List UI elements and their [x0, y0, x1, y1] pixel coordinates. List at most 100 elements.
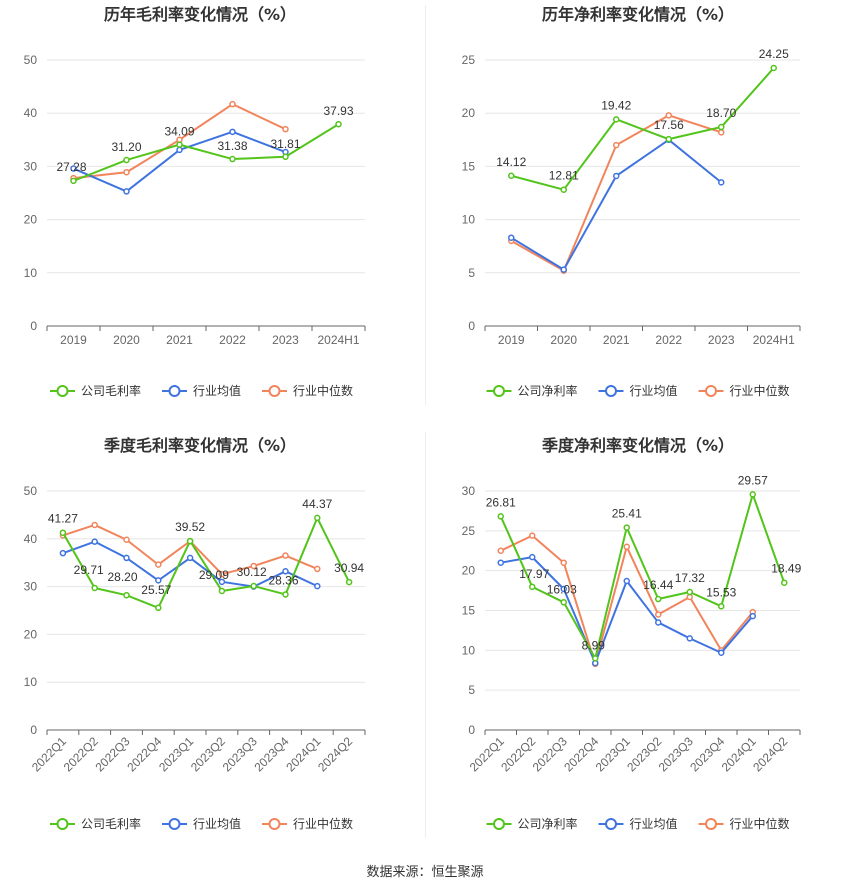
data-point-avg: [218, 578, 226, 586]
y-tick-label: 0: [468, 723, 475, 737]
x-tick-label: 2022: [655, 333, 682, 347]
legend-swatch-marker: [268, 818, 281, 830]
data-point-median: [250, 562, 257, 570]
data-point-median: [613, 141, 620, 149]
legend-label: 行业中位数: [730, 383, 790, 398]
chart-title: 季度毛利率变化情况（%）: [103, 436, 296, 455]
data-label: 31.20: [111, 140, 141, 154]
data-point-avg: [282, 568, 289, 575]
legend-label: 公司净利率: [518, 383, 578, 398]
data-point-company: [282, 153, 289, 161]
data-label: 17.97: [519, 567, 549, 581]
data-label: 41.27: [48, 512, 78, 526]
y-tick-label: 20: [462, 106, 476, 120]
data-label: 14.12: [496, 155, 526, 169]
x-tick-label: 2024Q2: [750, 734, 790, 774]
legend-label: 行业均值: [193, 816, 241, 831]
legend-label: 行业中位数: [293, 816, 353, 831]
data-label: 30.94: [334, 561, 364, 575]
data-point-avg: [70, 165, 77, 172]
data-point-company: [749, 491, 756, 498]
y-tick-label: 25: [462, 53, 476, 67]
y-tick-label: 30: [24, 159, 38, 173]
data-point-company: [250, 582, 257, 590]
data-point-company: [218, 587, 226, 595]
legend-swatch-marker: [705, 385, 717, 397]
y-tick-label: 0: [30, 319, 37, 333]
data-point-avg: [314, 582, 321, 590]
legend-swatch-marker: [268, 385, 281, 397]
data-point-avg: [508, 234, 515, 241]
legend-swatch-marker: [56, 385, 69, 397]
data-point-company: [613, 116, 620, 123]
legend-label: 行业均值: [630, 383, 678, 398]
data-point-median: [623, 543, 630, 551]
data-point-avg: [560, 266, 567, 273]
data-point-median: [529, 532, 536, 539]
y-tick-label: 30: [462, 484, 476, 498]
data-label: 8.99: [582, 638, 606, 652]
data-label: 17.56: [654, 118, 684, 132]
x-tick-label: 2024Q2: [315, 734, 355, 774]
y-tick-label: 10: [462, 213, 476, 227]
data-label: 29.71: [74, 563, 104, 577]
y-tick-label: 20: [24, 627, 38, 641]
data-label: 18.70: [706, 106, 736, 120]
y-tick-label: 5: [468, 266, 475, 280]
data-label: 29.09: [199, 568, 229, 582]
legend-label: 公司净利率: [518, 816, 578, 831]
data-point-median: [123, 536, 130, 544]
legend-swatch-marker: [605, 385, 617, 397]
data-point-median: [282, 125, 289, 133]
data-point-avg: [186, 554, 194, 562]
legend-swatch-marker: [605, 818, 617, 830]
data-point-company: [59, 529, 67, 536]
data-point-median: [218, 570, 226, 578]
data-label: 28.36: [268, 573, 298, 587]
x-tick-label: 2024H1: [317, 333, 359, 347]
data-point-median: [665, 112, 672, 119]
data-point-avg: [123, 554, 130, 562]
data-label: 29.57: [738, 473, 768, 487]
data-point-company: [686, 588, 693, 596]
data-point-median: [229, 100, 236, 108]
y-tick-label: 50: [24, 53, 38, 67]
series-line-median: [510, 114, 722, 272]
data-point-company: [91, 584, 98, 592]
data-point-company: [655, 595, 662, 603]
data-label: 12.81: [549, 169, 579, 183]
data-point-avg: [59, 549, 67, 557]
data-label: 25.57: [141, 583, 171, 597]
y-tick-label: 10: [24, 266, 38, 280]
data-point-median: [718, 129, 725, 136]
data-point-avg: [655, 619, 662, 626]
legend-swatch-marker: [493, 385, 505, 397]
data-point-median: [282, 552, 289, 559]
legend-swatch-marker: [168, 385, 181, 397]
data-label: 26.81: [486, 495, 516, 509]
data-label: 27.28: [56, 160, 86, 174]
data-point-median: [560, 559, 567, 566]
data-point-avg: [686, 635, 693, 642]
data-point-company: [123, 156, 130, 164]
data-point-company: [560, 186, 567, 193]
legend-swatch-marker: [493, 818, 505, 830]
y-tick-label: 0: [30, 723, 37, 737]
data-point-avg: [229, 128, 236, 136]
data-point-company: [508, 172, 515, 180]
y-tick-label: 50: [24, 484, 38, 498]
legend-swatch-marker: [705, 818, 717, 830]
data-point-avg: [749, 612, 756, 620]
data-point-avg: [91, 538, 98, 545]
data-point-company: [314, 514, 321, 522]
legend-label: 公司毛利率: [81, 816, 141, 831]
x-tick-label: 2021: [603, 333, 630, 347]
legend-label: 行业均值: [630, 816, 678, 831]
data-label: 18.49: [771, 562, 801, 576]
data-label: 17.32: [675, 571, 705, 585]
data-point-avg: [155, 577, 162, 584]
data-label: 16.44: [643, 578, 673, 592]
data-point-median: [655, 611, 662, 618]
x-tick-label: 2019: [498, 333, 525, 347]
data-point-company: [718, 603, 725, 610]
